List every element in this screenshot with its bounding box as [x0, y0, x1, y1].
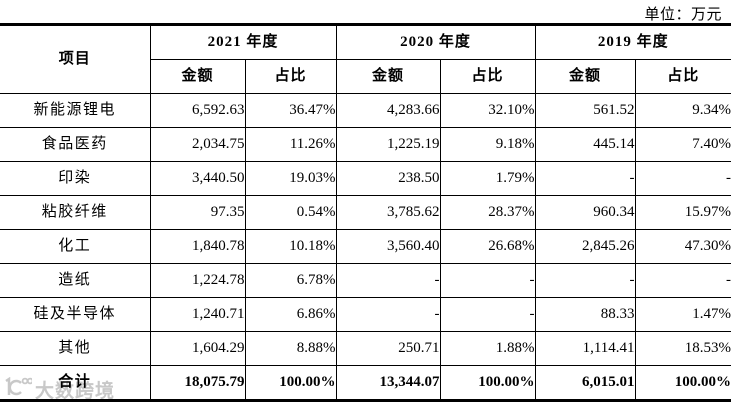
- table-row: 食品医药 2,034.75 11.26% 1,225.19 9.18% 445.…: [0, 127, 731, 162]
- amount-header: 金额: [335, 59, 441, 94]
- ratio-cell: -: [634, 161, 731, 196]
- unit-label: 单位：万元: [644, 7, 722, 23]
- amount-cell: 2,034.75: [149, 127, 246, 162]
- ratio-cell: 100.00%: [634, 365, 731, 401]
- table-row: 硅及半导体 1,240.71 6.86% - - 88.33 1.47%: [0, 297, 731, 332]
- table-row: 印染 3,440.50 19.03% 238.50 1.79% - -: [0, 161, 731, 196]
- amount-cell: 88.33: [534, 297, 636, 332]
- ratio-cell: 6.86%: [244, 297, 337, 332]
- ratio-cell: 36.47%: [244, 93, 337, 128]
- ratio-cell: 47.30%: [634, 229, 731, 264]
- ratio-cell: 8.88%: [244, 331, 337, 366]
- row-item-cell: 硅及半导体: [0, 297, 151, 332]
- ratio-cell: 19.03%: [244, 161, 337, 196]
- amount-cell: 97.35: [149, 195, 246, 230]
- amount-cell: 960.34: [534, 195, 636, 230]
- table-row: 其他 1,604.29 8.88% 250.71 1.88% 1,114.41 …: [0, 331, 731, 366]
- year-2019-header: 2019 年度: [534, 24, 731, 60]
- ratio-cell: 26.68%: [439, 229, 536, 264]
- amount-cell: 3,785.62: [335, 195, 441, 230]
- amount-cell: 6,592.63: [149, 93, 246, 128]
- amount-cell: 445.14: [534, 127, 636, 162]
- amount-cell: -: [335, 263, 441, 298]
- row-item-cell: 化工: [0, 229, 151, 264]
- amount-cell: 561.52: [534, 93, 636, 128]
- amount-cell: 6,015.01: [534, 365, 636, 401]
- ratio-cell: 100.00%: [439, 365, 536, 401]
- amount-header: 金额: [150, 59, 246, 94]
- table-row: 粘胶纤维 97.35 0.54% 3,785.62 28.37% 960.34 …: [0, 195, 731, 230]
- ratio-cell: 7.40%: [634, 127, 731, 162]
- row-item-cell: 食品医药: [0, 127, 151, 162]
- ratio-cell: 15.97%: [634, 195, 731, 230]
- ratio-cell: 28.37%: [439, 195, 536, 230]
- year-2020-header: 2020 年度: [335, 24, 536, 60]
- year-2021-header: 2021 年度: [149, 24, 337, 60]
- ratio-header: 占比: [439, 59, 536, 94]
- ratio-cell: 1.88%: [439, 331, 536, 366]
- table-row: 造纸 1,224.78 6.78% - - - -: [0, 263, 731, 298]
- ratio-cell: -: [439, 297, 536, 332]
- amount-cell: -: [534, 263, 636, 298]
- ratio-cell: 11.26%: [244, 127, 337, 162]
- ratio-cell: 32.10%: [439, 93, 536, 128]
- amount-cell: 1,604.29: [149, 331, 246, 366]
- ratio-cell: 6.78%: [244, 263, 337, 298]
- amount-cell: 13,344.07: [335, 365, 441, 401]
- amount-cell: 3,440.50: [149, 161, 246, 196]
- ratio-cell: 100.00%: [244, 365, 337, 401]
- amount-cell: 3,560.40: [335, 229, 441, 264]
- item-column-header: 项目: [0, 24, 151, 94]
- amount-cell: 238.50: [335, 161, 441, 196]
- ratio-cell: 10.18%: [244, 229, 337, 264]
- amount-cell: 1,240.71: [149, 297, 246, 332]
- row-item-cell: 造纸: [0, 263, 151, 298]
- header-sub-row: 金额 占比 金额 占比 金额 占比: [0, 59, 731, 94]
- row-item-cell: 新能源锂电: [0, 93, 151, 128]
- table-row: 新能源锂电 6,592.63 36.47% 4,283.66 32.10% 56…: [0, 93, 731, 128]
- amount-cell: 250.71: [335, 331, 441, 366]
- header-year-row: 项目 2021 年度 2020 年度 2019 年度: [0, 24, 731, 94]
- financial-table: 项目 2021 年度 2020 年度 2019 年度 金额 占比 金额 占比 金…: [0, 23, 731, 402]
- ratio-cell: 9.34%: [634, 93, 731, 128]
- ratio-cell: 1.47%: [634, 297, 731, 332]
- ratio-cell: 9.18%: [439, 127, 536, 162]
- amount-header: 金额: [534, 59, 636, 94]
- amount-cell: -: [534, 161, 636, 196]
- row-item-cell: 粘胶纤维: [0, 195, 151, 230]
- ratio-cell: 0.54%: [244, 195, 337, 230]
- amount-cell: 1,840.78: [149, 229, 246, 264]
- ratio-cell: -: [439, 263, 536, 298]
- row-item-cell: 其他: [0, 331, 151, 366]
- amount-cell: 4,283.66: [335, 93, 441, 128]
- amount-cell: 1,225.19: [335, 127, 441, 162]
- total-row: 合计 18,075.79 100.00% 13,344.07 100.00% 6…: [0, 365, 731, 401]
- ratio-header: 占比: [634, 59, 731, 94]
- amount-cell: 1,114.41: [534, 331, 636, 366]
- amount-cell: 18,075.79: [149, 365, 246, 401]
- amount-cell: 2,845.26: [534, 229, 636, 264]
- amount-cell: -: [335, 297, 441, 332]
- ratio-cell: -: [634, 263, 731, 298]
- ratio-cell: 18.53%: [634, 331, 731, 366]
- row-item-cell: 印染: [0, 161, 151, 196]
- ratio-header: 占比: [244, 59, 337, 94]
- table-row: 化工 1,840.78 10.18% 3,560.40 26.68% 2,845…: [0, 229, 731, 264]
- ratio-cell: 1.79%: [439, 161, 536, 196]
- amount-cell: 1,224.78: [149, 263, 246, 298]
- total-label-cell: 合计: [0, 365, 151, 401]
